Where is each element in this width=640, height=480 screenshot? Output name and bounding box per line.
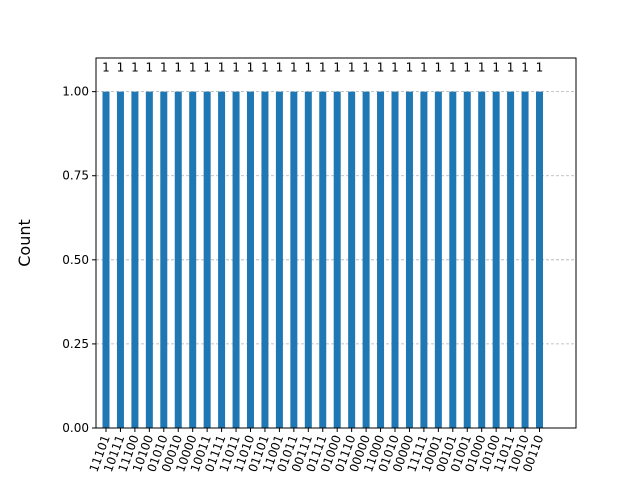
bar-value-label: 1: [117, 61, 125, 75]
bar-value-label: 1: [420, 61, 428, 75]
bar: [420, 91, 428, 429]
bar: [304, 91, 312, 429]
bar: [145, 91, 153, 429]
bar-value-label: 1: [174, 61, 182, 75]
bar: [275, 91, 283, 429]
bar-value-label: 1: [391, 61, 399, 75]
bar-value-label: 1: [131, 61, 139, 75]
bar-value-label: 1: [362, 61, 370, 75]
bar: [377, 91, 385, 429]
bar-value-label: 1: [521, 61, 529, 75]
bar-value-label: 1: [333, 61, 341, 75]
bars: [102, 91, 543, 429]
bar: [507, 91, 515, 429]
bar: [218, 91, 226, 429]
bar-value-label: 1: [449, 61, 457, 75]
y-tick-label: 0.00: [62, 421, 89, 435]
bar: [232, 91, 240, 429]
y-axis: 0.00 0.25 0.50 0.75 1.00: [62, 85, 96, 435]
bar: [203, 91, 211, 429]
bar-value-label: 1: [261, 61, 269, 75]
bar: [463, 91, 471, 429]
bar: [261, 91, 269, 429]
bar: [333, 91, 341, 429]
y-tick-label: 0.50: [62, 253, 89, 267]
bar: [174, 91, 182, 429]
bar: [116, 91, 124, 429]
y-tick-label: 0.25: [62, 337, 89, 351]
bar: [131, 91, 139, 429]
bar: [348, 91, 356, 429]
bar-value-label: 1: [406, 61, 414, 75]
bar: [319, 91, 327, 429]
bar: [405, 91, 413, 429]
bar-value-label: 1: [492, 61, 500, 75]
bar: [521, 91, 529, 429]
bar: [391, 91, 399, 429]
bar: [189, 91, 197, 429]
bar-value-label: 1: [290, 61, 298, 75]
bar-value-label: 1: [304, 61, 312, 75]
bar-value-label: 1: [435, 61, 443, 75]
bar-value-label: 1: [463, 61, 471, 75]
x-axis: 1110110111111001010001010000101000010011…: [87, 428, 546, 474]
bar-value-label: 1: [102, 61, 110, 75]
bar-value-label: 1: [232, 61, 240, 75]
bar-value-label: 1: [189, 61, 197, 75]
plot-frame: [95, 57, 577, 429]
y-tick-label: 0.75: [62, 169, 89, 183]
bar-value-label: 1: [507, 61, 515, 75]
bar-value-label: 1: [218, 61, 226, 75]
bar: [362, 91, 370, 429]
bar: [434, 91, 442, 429]
bar-value-label: 1: [319, 61, 327, 75]
bar: [449, 91, 457, 429]
y-tick-label: 1.00: [62, 85, 89, 99]
bar: [478, 91, 486, 429]
bar: [536, 91, 543, 429]
y-axis-title: Count: [15, 219, 34, 267]
bar: [492, 91, 500, 429]
bar-value-label: 1: [203, 61, 211, 75]
bar-value-label: 1: [146, 61, 154, 75]
bar: [247, 91, 254, 429]
bar-value-label: 1: [160, 61, 168, 75]
bar-value-label: 1: [478, 61, 486, 75]
bar-value-label: 1: [276, 61, 284, 75]
bar-value-label: 1: [536, 61, 544, 75]
bar: [290, 91, 298, 429]
bar: [102, 91, 110, 429]
bar-value-label: 1: [348, 61, 356, 75]
bar-value-label: 1: [377, 61, 385, 75]
bar: [160, 91, 168, 429]
bar-value-label: 1: [247, 61, 255, 75]
